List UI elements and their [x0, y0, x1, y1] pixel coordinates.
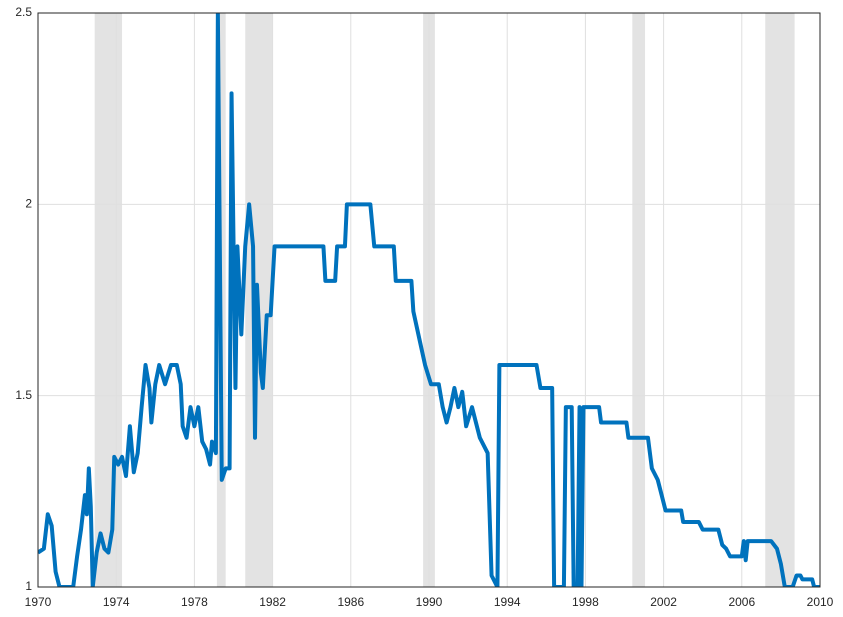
- x-tick-label: 1978: [181, 595, 208, 609]
- plot-frame: [37, 12, 821, 588]
- x-tick-label: 2006: [728, 595, 755, 609]
- x-tick-label: 1994: [494, 595, 521, 609]
- x-tick-label: 1970: [25, 595, 52, 609]
- y-tick-label: 2.5: [15, 5, 32, 19]
- x-tick-label: 1974: [103, 595, 130, 609]
- x-tick-label: 1990: [416, 595, 443, 609]
- x-tick-label: 1998: [572, 595, 599, 609]
- y-tick-label: 1.5: [15, 388, 32, 402]
- x-tick-label: 1986: [337, 595, 364, 609]
- x-tick-label: 2010: [807, 595, 834, 609]
- y-tick-label: 1: [25, 579, 32, 593]
- x-tick-label: 2002: [650, 595, 677, 609]
- shaded-region: [765, 13, 795, 587]
- x-tick-label: 1982: [259, 595, 286, 609]
- shaded-region: [632, 13, 646, 587]
- shaded-region: [94, 13, 123, 587]
- y-tick-label: 2: [25, 197, 32, 211]
- data-line: [38, 13, 820, 587]
